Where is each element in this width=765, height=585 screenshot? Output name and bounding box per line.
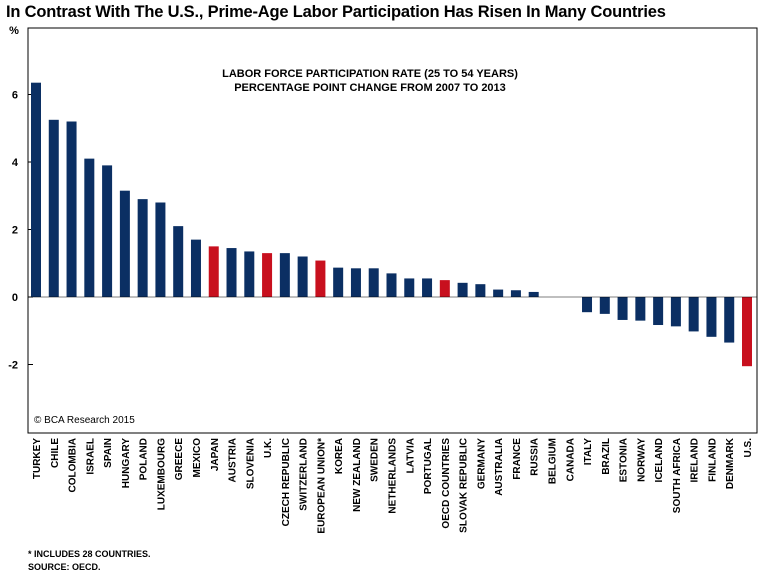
x-tick-label: SOUTH AFRICA bbox=[672, 438, 683, 513]
x-tick-label: CZECH REPUBLIC bbox=[281, 438, 292, 526]
bar-chile bbox=[48, 119, 59, 297]
y-tick-label: 2 bbox=[12, 225, 18, 237]
x-tick-label: ITALY bbox=[583, 438, 594, 466]
y-tick-label: -2 bbox=[8, 360, 18, 372]
bar-australia bbox=[493, 289, 504, 297]
bars bbox=[31, 82, 752, 367]
bar-italy bbox=[582, 297, 593, 313]
x-tick-label: U.K. bbox=[263, 438, 274, 458]
plot-frame bbox=[27, 27, 758, 434]
x-tick-label: MEXICO bbox=[192, 438, 203, 478]
bar-european-union bbox=[315, 260, 326, 297]
x-tick-label: DENMARK bbox=[725, 437, 736, 489]
bar-russia bbox=[528, 291, 539, 297]
bar-slovak-republic bbox=[457, 282, 468, 297]
y-tick-label: 4 bbox=[12, 157, 19, 169]
x-tick-label: NETHERLANDS bbox=[388, 438, 399, 514]
bar-germany bbox=[475, 284, 486, 297]
x-tick-label: SPAIN bbox=[103, 438, 114, 468]
bar-switzerland bbox=[297, 256, 308, 297]
bar-netherlands bbox=[386, 273, 397, 298]
bar-u-k bbox=[262, 253, 273, 298]
bar-poland bbox=[137, 199, 148, 298]
bar-israel bbox=[84, 158, 95, 298]
bar-japan bbox=[208, 246, 219, 298]
bar-new-zealand bbox=[350, 268, 361, 297]
x-tick-label: CHILE bbox=[50, 438, 61, 468]
x-tick-label: U.S. bbox=[743, 438, 754, 458]
bar-estonia bbox=[617, 297, 628, 320]
watermark: © BCA Research 2015 bbox=[34, 415, 135, 426]
bar-slovenia bbox=[244, 251, 255, 297]
bar-latvia bbox=[404, 278, 415, 297]
bar-iceland bbox=[653, 297, 664, 326]
bar-u-s bbox=[742, 297, 752, 367]
y-tick-label: 6 bbox=[12, 90, 18, 102]
x-tick-label: LUXEMBOURG bbox=[156, 438, 167, 510]
y-tick-label: 0 bbox=[12, 292, 18, 304]
x-tick-label: JAPAN bbox=[210, 438, 221, 471]
x-tick-label: RUSSIA bbox=[530, 438, 541, 476]
bar-czech-republic bbox=[279, 253, 290, 298]
bar-norway bbox=[635, 297, 646, 321]
bar-hungary bbox=[119, 190, 130, 297]
x-tick-label: HUNGARY bbox=[121, 438, 132, 489]
bar-denmark bbox=[724, 297, 735, 343]
x-tick-label: KOREA bbox=[334, 438, 345, 474]
x-axis-labels: TURKEY CHILE COLOMBIA ISRAEL SPAIN HUNGARY POL… bbox=[32, 437, 754, 533]
footnote-source: SOURCE: OECD. bbox=[28, 562, 101, 572]
x-tick-label: GREECE bbox=[174, 438, 185, 481]
bar-spain bbox=[102, 165, 113, 298]
x-tick-label: FRANCE bbox=[512, 438, 523, 480]
x-tick-label: SWITZERLAND bbox=[299, 438, 310, 511]
x-tick-label: EUROPEAN UNION* bbox=[316, 438, 327, 534]
x-tick-label: POLAND bbox=[139, 438, 150, 480]
x-tick-label: OECD COUNTRIES bbox=[441, 438, 452, 529]
x-tick-label: CANADA bbox=[565, 438, 576, 481]
x-tick-label: TURKEY bbox=[32, 438, 43, 479]
bar-south-africa bbox=[670, 297, 681, 327]
bar-finland bbox=[706, 297, 717, 337]
bar-mexico bbox=[190, 239, 201, 298]
y-unit-label: % bbox=[9, 25, 19, 37]
bar-colombia bbox=[66, 121, 77, 297]
bar-austria bbox=[226, 248, 237, 297]
x-tick-label: IRELAND bbox=[690, 438, 701, 482]
y-axis: -2 0 2 4 6 bbox=[8, 90, 33, 372]
bar-ireland bbox=[688, 297, 699, 332]
x-tick-label: BELGIUM bbox=[547, 438, 558, 484]
chart-inner-title: LABOR FORCE PARTICIPATION RATE (25 TO 54… bbox=[222, 68, 518, 80]
bar-turkey bbox=[31, 82, 41, 297]
x-tick-label: NORWAY bbox=[636, 438, 647, 482]
x-tick-label: AUSTRALIA bbox=[494, 438, 505, 496]
bar-france bbox=[510, 290, 521, 297]
x-tick-label: FINLAND bbox=[707, 438, 718, 482]
x-tick-label: ESTONIA bbox=[619, 438, 630, 482]
bar-sweden bbox=[368, 268, 379, 297]
x-tick-label: GERMANY bbox=[476, 438, 487, 489]
x-tick-label: ICELAND bbox=[654, 438, 665, 482]
x-tick-label: BRAZIL bbox=[601, 438, 612, 475]
x-tick-label: SWEDEN bbox=[370, 438, 381, 482]
bar-oecd-countries bbox=[439, 280, 450, 298]
x-tick-label: PORTUGAL bbox=[423, 438, 434, 494]
bar-portugal bbox=[422, 278, 433, 297]
x-tick-label: COLOMBIA bbox=[68, 438, 79, 492]
bar-korea bbox=[333, 267, 344, 297]
x-tick-label: AUSTRIA bbox=[228, 438, 239, 482]
x-tick-label: SLOVENIA bbox=[245, 438, 256, 489]
chart-inner-subtitle: PERCENTAGE POINT CHANGE FROM 2007 TO 201… bbox=[234, 82, 506, 94]
x-tick-label: ISRAEL bbox=[85, 438, 96, 475]
bar-luxembourg bbox=[155, 202, 166, 297]
bar-brazil bbox=[599, 297, 610, 314]
x-tick-label: LATVIA bbox=[405, 438, 416, 473]
chart-title: In Contrast With The U.S., Prime-Age Lab… bbox=[6, 2, 666, 21]
footnote-includes: * INCLUDES 28 COUNTRIES. bbox=[28, 549, 151, 559]
bar-greece bbox=[173, 226, 184, 298]
x-tick-label: SLOVAK REPUBLIC bbox=[459, 438, 470, 533]
x-tick-label: NEW ZEALAND bbox=[352, 438, 363, 512]
